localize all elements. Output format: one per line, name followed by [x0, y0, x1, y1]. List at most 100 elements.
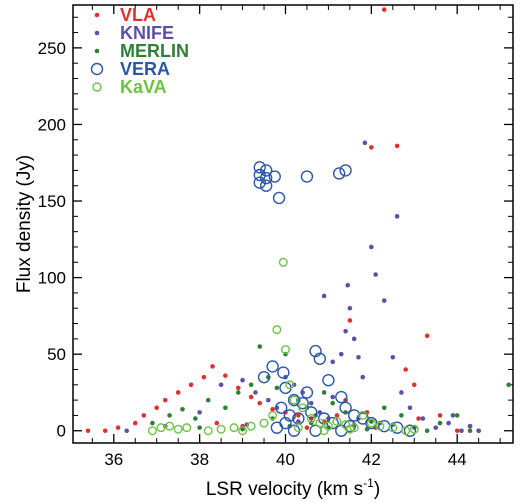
legend-marker-vla: [94, 12, 100, 18]
point-vla: [381, 7, 387, 12]
point-knife: [433, 425, 439, 430]
legend-label-knife: KNIFE: [120, 23, 174, 43]
point-merlin: [321, 390, 327, 395]
point-vla: [437, 413, 443, 418]
point-knife: [266, 397, 271, 403]
point-knife: [476, 428, 481, 434]
point-merlin: [454, 413, 460, 418]
point-vla: [175, 390, 181, 395]
point-vera: [309, 344, 322, 358]
legend-marker-vera: [90, 62, 104, 76]
point-merlin: [197, 425, 202, 430]
point-knife: [407, 405, 413, 411]
point-vera: [347, 409, 361, 422]
point-vera: [257, 370, 271, 384]
legend-label-merlin: MERLIN: [120, 41, 189, 61]
point-kava: [349, 423, 359, 433]
point-vla: [85, 428, 91, 434]
point-vla: [214, 420, 220, 426]
point-kava: [358, 410, 368, 420]
point-knife: [218, 382, 224, 388]
point-vera: [287, 393, 301, 407]
point-merlin: [330, 400, 336, 406]
point-vla: [424, 333, 430, 339]
tick-labels: 36 38 40 42 44 0 50 100 150 200 250: [38, 39, 467, 469]
point-merlin: [381, 405, 387, 411]
y-axis-title: Flux density (Jy): [14, 155, 35, 293]
point-merlin: [248, 382, 254, 388]
series-merlin: [150, 344, 512, 434]
point-merlin: [180, 407, 185, 412]
point-kava: [165, 421, 175, 431]
point-vera: [305, 406, 318, 419]
y-tick-label: 0: [57, 422, 66, 441]
axis-ticks: [73, 5, 513, 443]
y-tick-label: 200: [38, 115, 66, 134]
series-vla: [85, 7, 481, 434]
legend-label-vera: VERA: [120, 59, 170, 79]
point-knife: [347, 305, 353, 311]
point-merlin: [437, 420, 443, 426]
point-merlin: [193, 416, 198, 421]
point-vera: [339, 164, 352, 177]
y-tick-label: 250: [38, 39, 66, 58]
point-kava: [280, 345, 290, 355]
point-merlin: [167, 413, 172, 418]
point-vera: [259, 179, 273, 192]
point-kava: [203, 426, 213, 436]
point-merlin: [274, 385, 280, 391]
legend-marker-knife: [94, 30, 100, 36]
point-merlin: [467, 428, 473, 434]
point-kava: [182, 423, 192, 433]
point-vla: [394, 143, 400, 149]
point-merlin: [240, 426, 245, 432]
point-knife: [399, 390, 404, 395]
point-vera: [335, 424, 348, 437]
point-kava: [345, 424, 355, 434]
point-kava: [173, 424, 183, 434]
point-vla: [132, 420, 138, 426]
point-knife: [338, 351, 344, 357]
point-kava: [229, 423, 239, 433]
point-kava: [216, 424, 226, 434]
point-knife: [296, 419, 301, 424]
plot-frame: [72, 4, 514, 444]
point-vla: [454, 428, 460, 434]
y-tick-label: 100: [38, 269, 66, 288]
x-tick-label: 40: [276, 450, 295, 469]
point-knife: [390, 354, 396, 360]
point-vera: [313, 352, 327, 365]
point-vera: [253, 161, 266, 174]
point-vera: [277, 366, 290, 379]
point-kava: [147, 426, 157, 436]
point-knife: [330, 394, 336, 400]
point-merlin: [205, 397, 211, 403]
point-kava: [409, 424, 419, 434]
point-kava: [238, 426, 248, 436]
point-knife: [124, 428, 129, 434]
point-knife: [240, 377, 245, 383]
point-kava: [306, 413, 316, 423]
point-vera: [274, 401, 288, 414]
point-vla: [141, 413, 147, 418]
point-kava: [289, 395, 299, 405]
point-vla: [334, 413, 340, 418]
point-vla: [210, 364, 215, 369]
point-kava: [366, 418, 376, 428]
point-knife: [360, 374, 366, 380]
point-knife: [369, 244, 374, 250]
legend-label-vla: VLA: [120, 5, 156, 25]
point-knife: [253, 390, 258, 395]
point-merlin: [369, 419, 374, 424]
point-vla: [188, 382, 194, 388]
point-knife: [381, 298, 387, 303]
point-vera: [300, 386, 314, 399]
point-merlin: [399, 413, 404, 418]
point-kava: [315, 418, 325, 428]
point-vla: [162, 397, 168, 403]
point-knife: [321, 293, 327, 299]
point-kava: [246, 421, 256, 431]
x-tick-label: 36: [104, 450, 123, 469]
point-vera: [300, 170, 314, 183]
